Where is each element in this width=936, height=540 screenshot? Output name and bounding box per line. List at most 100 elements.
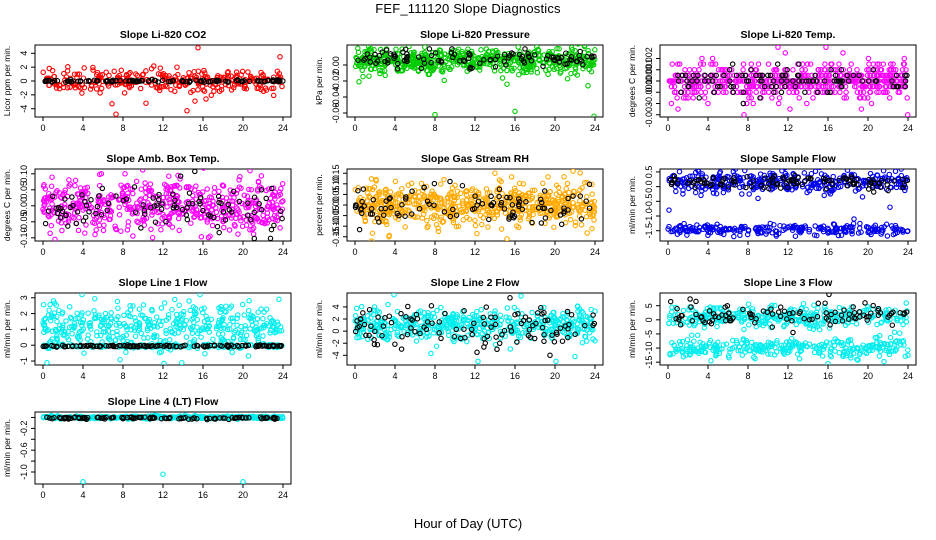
black-point [727,78,733,84]
data-point [507,346,514,352]
black-point [675,72,681,79]
black-point [703,180,710,186]
x-tick-label: 20 [550,371,560,381]
data-point [96,222,103,229]
data-point [531,187,538,194]
data-point [815,67,821,73]
data-point [163,327,169,334]
black-point [263,195,269,202]
data-point [504,236,510,241]
black-point [159,201,165,207]
data-point [843,89,849,96]
data-point [886,95,893,101]
data-point [362,218,368,225]
black-point [771,89,777,96]
data-point [255,178,262,185]
black-point [113,193,119,199]
data-point [176,302,182,308]
data-point [189,330,196,336]
data-point [45,312,52,318]
black-point [548,207,554,214]
data-point [711,72,717,79]
data-point [158,226,164,233]
x-tick-label: 16 [198,247,208,257]
data-point [253,81,259,87]
data-point [468,187,475,194]
data-point [508,174,515,180]
black-point [728,83,734,90]
black-point [152,219,159,225]
black-point [578,216,585,222]
data-point [274,202,280,208]
data-point [586,211,593,217]
data-point [457,190,464,197]
data-point [235,312,241,318]
data-point [158,322,164,329]
black-point [692,184,698,191]
data-point [195,45,201,51]
data-point [134,218,140,225]
data-point [792,233,799,239]
data-point [723,89,729,96]
black-point [130,78,136,84]
data-point [90,67,96,73]
black-point [786,178,792,184]
data-point [886,171,893,178]
data-point [890,231,897,238]
data-point [796,95,802,101]
data-point [773,89,779,96]
y-tick-label: -2 [331,339,341,347]
x-tick-label: 12 [783,247,793,257]
y-tick-label: -0.02 [331,71,341,92]
data-point [710,190,717,196]
data-point [540,193,547,200]
black-point [838,67,845,73]
data-point [575,45,581,47]
data-point [874,83,880,90]
x-tick-label: 24 [903,123,913,133]
data-point [254,326,260,333]
black-point [378,206,384,212]
data-point [135,219,141,226]
data-point [514,223,520,229]
black-point [685,83,692,90]
data-point [114,328,120,335]
black-point [193,77,199,83]
data-point [589,60,595,66]
black-point [97,343,103,349]
black-point [745,78,752,84]
black-point [586,181,593,188]
data-point [75,315,81,322]
data-point [866,61,872,67]
black-point [868,179,875,185]
data-point [425,63,432,69]
black-point [57,214,64,221]
black-point [73,220,79,227]
data-point [699,55,705,62]
black-point [667,176,674,183]
data-point [123,349,129,355]
data-point [219,336,225,343]
data-point [704,226,711,233]
data-point [113,226,120,233]
x-tick-label: 16 [510,247,520,257]
data-point [799,67,805,73]
y-tick-label: 2 [19,311,29,316]
black-point [53,344,60,350]
data-point [705,100,711,107]
y-axis-label: Licor ppm per min. [2,46,12,116]
data-point [260,315,266,322]
black-point [438,58,444,64]
data-point [176,83,183,90]
black-point [845,78,852,84]
data-point [682,67,688,73]
black-point [355,187,361,194]
data-point [414,214,421,220]
data-point [498,178,504,185]
data-point [790,67,796,73]
data-point [51,310,58,316]
data-point [498,67,504,74]
data-point [194,330,201,337]
black-point [91,77,97,84]
